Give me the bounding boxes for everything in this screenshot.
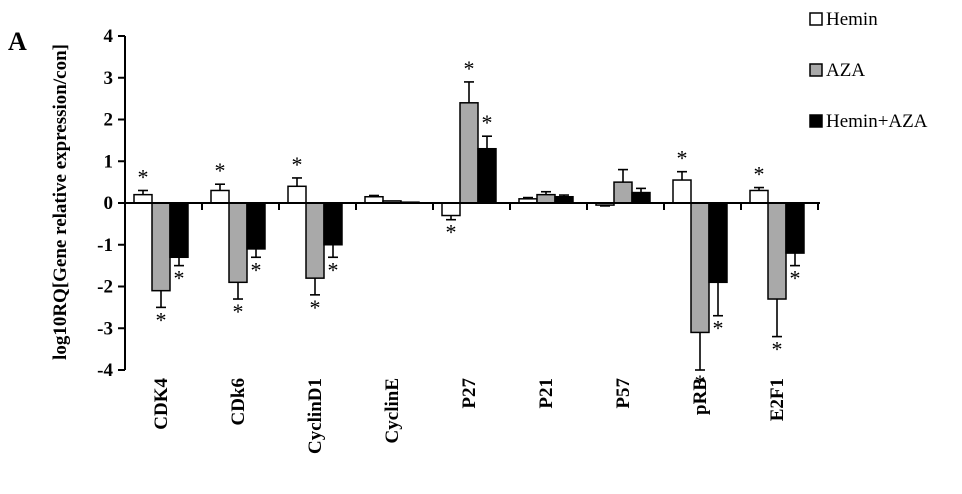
significance-marker: *: [310, 295, 321, 320]
bar-aza: [613, 181, 633, 204]
panel-label: A: [8, 27, 27, 56]
bar-aza: [459, 102, 479, 204]
x-tick-label: P57: [613, 378, 634, 409]
y-tick-label: -2: [97, 277, 113, 298]
significance-marker: *: [446, 220, 457, 245]
bar-aza: [690, 202, 710, 334]
plot-area: 4 3 2 1 0 -1 -2 -3 -4 * * * CDK4 * * * CDk6 * * * CyclinD1 Cy…: [97, 26, 820, 454]
significance-marker: *: [790, 266, 801, 291]
x-tick-label: P21: [536, 378, 557, 409]
significance-marker: *: [233, 299, 244, 324]
y-tick-label: -3: [97, 318, 113, 339]
y-tick-label: 3: [104, 68, 114, 89]
bar-aza: [228, 202, 248, 284]
x-tick-label: CDk6: [228, 378, 249, 426]
significance-marker: *: [251, 257, 262, 282]
y-tick-label: 0: [104, 193, 114, 214]
significance-marker: *: [138, 164, 149, 189]
x-tick-label: E2F1: [767, 378, 788, 421]
x-tick-label: P27: [459, 378, 480, 409]
significance-marker: *: [328, 257, 339, 282]
bar-aza: [536, 193, 556, 204]
significance-marker: *: [292, 152, 303, 177]
legend-label: Hemin: [826, 9, 878, 30]
bar-aza: [305, 202, 325, 279]
bar-hemin-aza: [477, 147, 497, 204]
bar-hemin-aza: [323, 202, 343, 246]
y-tick-label: 2: [104, 110, 114, 131]
bar-hemin: [672, 179, 692, 204]
x-tick-label: CyclinD1: [305, 378, 326, 454]
x-tick-label: CyclinE: [382, 378, 403, 443]
significance-marker: *: [713, 316, 724, 341]
bar-hemin-aza: [785, 202, 805, 254]
significance-marker: *: [772, 337, 783, 362]
bar-hemin-aza: [631, 191, 651, 204]
significance-marker: *: [695, 370, 706, 395]
bar-aza: [767, 202, 787, 300]
bar-hemin: [287, 185, 307, 204]
y-axis-label: log10RQ[Gene relative expression/con]: [50, 44, 71, 360]
bar-aza: [151, 202, 171, 292]
y-tick-label: -1: [97, 235, 113, 256]
significance-marker: *: [464, 56, 475, 81]
legend-label: Hemin+AZA: [826, 111, 928, 132]
legend-label: AZA: [826, 60, 865, 81]
bar-hemin: [441, 202, 461, 217]
legend-swatch: [809, 12, 823, 26]
significance-marker: *: [174, 266, 185, 291]
bar-hemin-aza: [708, 202, 728, 284]
significance-marker: *: [215, 158, 226, 183]
legend-swatch: [809, 63, 823, 77]
bar-hemin-aza: [169, 202, 189, 259]
significance-marker: *: [156, 307, 167, 332]
x-tick-label: pRB: [690, 378, 711, 415]
legend: Hemin AZA Hemin+AZA: [809, 9, 928, 132]
bar-hemin-aza: [246, 202, 266, 250]
bar-hemin: [210, 189, 230, 204]
significance-marker: *: [482, 110, 493, 135]
bar-hemin: [749, 189, 769, 204]
significance-marker: *: [677, 146, 688, 171]
bar-hemin: [133, 193, 153, 204]
significance-marker: *: [754, 162, 765, 187]
legend-swatch: [809, 114, 823, 128]
x-tick-label: CDK4: [151, 378, 172, 430]
y-tick-label: 1: [104, 151, 114, 172]
y-tick-label: -4: [97, 360, 113, 381]
y-tick-label: 4: [104, 26, 114, 47]
